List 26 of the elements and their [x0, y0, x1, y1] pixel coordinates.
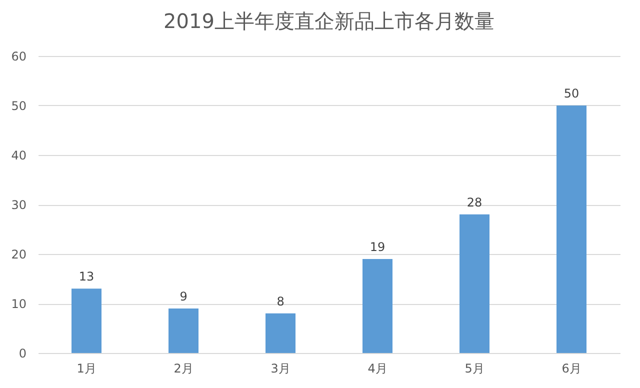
data-label: 28 [466, 195, 482, 210]
data-label: 9 [180, 289, 188, 304]
data-label: 19 [370, 240, 386, 254]
y-tick-label: 60 [11, 50, 26, 64]
data-label: 13 [78, 270, 94, 284]
bar [266, 313, 296, 353]
y-tick-label: 40 [11, 148, 26, 162]
data-label: 50 [564, 86, 580, 100]
x-tick-label: 1月 [76, 362, 96, 376]
x-tick-label: 2月 [174, 362, 194, 376]
chart-title: 2019上半年度直企新品上市各月数量 [164, 9, 494, 33]
bar [460, 214, 490, 353]
y-tick-label: 0 [18, 346, 26, 360]
y-tick-label: 30 [11, 198, 26, 212]
x-tick-label: 3月 [270, 362, 290, 376]
bar [362, 258, 392, 353]
y-tick-label: 50 [11, 99, 26, 113]
y-tick-label: 20 [11, 248, 26, 262]
bar [556, 106, 586, 353]
x-tick-label: 5月 [464, 362, 484, 376]
x-tick-label: 6月 [562, 362, 582, 376]
data-label: 8 [276, 294, 284, 308]
x-tick-label: 4月 [368, 362, 388, 376]
bar [72, 288, 102, 353]
y-tick-label: 10 [11, 297, 26, 311]
bar [168, 308, 198, 353]
